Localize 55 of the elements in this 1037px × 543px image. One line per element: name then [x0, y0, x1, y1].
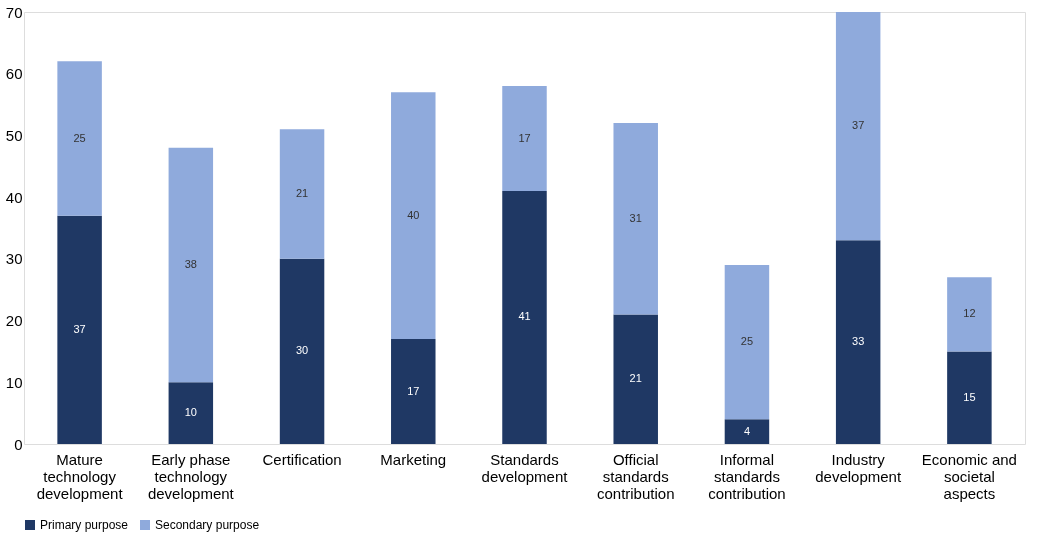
y-tick-label: 40 [5, 188, 23, 206]
data-label: 41 [518, 310, 531, 323]
bar [613, 123, 658, 315]
bar [947, 277, 992, 352]
bar [835, 240, 881, 444]
y-tick-label: 70 [5, 3, 23, 21]
bar [724, 265, 770, 420]
x-tick-label: Informal standards contribution [708, 450, 786, 502]
bar [724, 419, 770, 444]
x-tick-label: Marketing [380, 450, 447, 468]
data-label: 12 [963, 307, 976, 320]
bar [391, 92, 436, 340]
y-tick-label: 0 [14, 435, 23, 453]
bar [613, 314, 658, 444]
data-label: 37 [852, 119, 865, 132]
bar [502, 86, 547, 191]
y-tick-label: 10 [5, 373, 23, 391]
bar [835, 12, 881, 241]
x-tick-label: Standards development [481, 450, 569, 485]
data-label: 17 [407, 384, 420, 397]
bar [391, 339, 436, 444]
data-label: 21 [295, 187, 309, 200]
data-label: 21 [629, 372, 642, 385]
x-tick-label: Official standards contribution [596, 450, 675, 502]
bar [502, 190, 547, 444]
x-tick-label: Economic and societal aspects [921, 450, 1017, 502]
y-tick-label: 50 [5, 126, 23, 144]
legend-label: Primary purpose [40, 518, 129, 532]
x-tick-label: Mature technology development [36, 450, 124, 502]
data-label: 17 [518, 131, 531, 144]
x-tick-label: Certification [262, 450, 342, 468]
data-label: 31 [629, 211, 642, 224]
y-tick-label: 60 [5, 65, 23, 83]
data-label: 30 [295, 344, 309, 357]
bar [279, 129, 325, 259]
data-label: 33 [852, 335, 865, 348]
data-label: 40 [407, 208, 420, 221]
bar [947, 351, 992, 444]
data-label: 38 [184, 258, 197, 271]
y-tick-label: 30 [5, 250, 23, 268]
bar [279, 258, 325, 444]
y-tick-label: 20 [5, 312, 23, 330]
bar [168, 147, 214, 383]
data-label: 4 [743, 424, 751, 437]
data-label: 37 [73, 322, 86, 335]
x-tick-label: Early phase technology development [147, 450, 235, 502]
x-tick-label: Industry development [815, 450, 902, 485]
bar [168, 382, 214, 444]
data-label: 10 [184, 406, 197, 419]
data-label: 25 [73, 131, 86, 144]
data-label: 15 [963, 390, 976, 403]
bar [57, 215, 102, 444]
legend-label: Secondary purpose [155, 518, 260, 532]
data-label: 25 [740, 335, 754, 348]
bar [57, 61, 102, 216]
